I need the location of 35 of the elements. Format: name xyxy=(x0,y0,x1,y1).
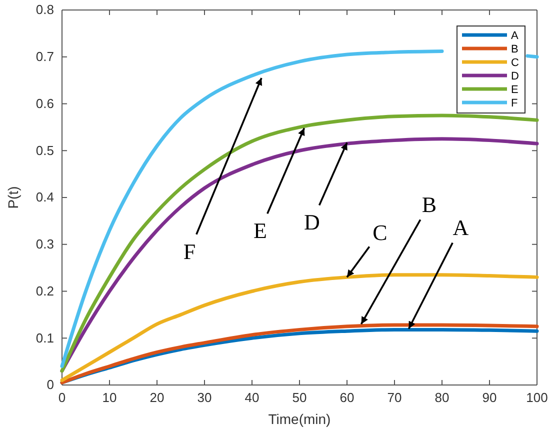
x-tick-label: 30 xyxy=(197,390,212,406)
x-tick-label: 90 xyxy=(482,390,497,406)
legend-label: A xyxy=(511,30,519,42)
x-tick-label: 50 xyxy=(292,390,307,406)
y-tick-label: 0.6 xyxy=(36,96,54,111)
x-tick-label: 70 xyxy=(387,390,402,406)
x-axis-title: Time(min) xyxy=(268,411,331,427)
legend-label: C xyxy=(511,57,519,69)
legend-label: E xyxy=(511,84,518,96)
y-tick-label: 0 xyxy=(46,377,54,392)
x-tick-label: 10 xyxy=(102,390,117,406)
x-tick-label: 0 xyxy=(58,390,66,406)
line-series xyxy=(60,273,539,382)
legend-label: D xyxy=(511,70,519,82)
legend-label: B xyxy=(511,44,518,56)
annotation: B xyxy=(422,192,437,218)
x-tick-label: 60 xyxy=(340,390,354,406)
legend-label: F xyxy=(511,98,518,110)
annotation: F xyxy=(183,238,196,264)
y-axis-title: P(t) xyxy=(5,186,21,209)
x-tick-label: 100 xyxy=(526,390,548,406)
annotation: D xyxy=(304,210,320,235)
annotation: E xyxy=(254,218,267,244)
y-tick-label: 0.2 xyxy=(36,283,54,298)
x-tick-label: 40 xyxy=(244,390,260,406)
annotation: A xyxy=(452,214,469,240)
x-tick-label: 80 xyxy=(434,390,450,406)
annotation: C xyxy=(372,220,388,246)
y-tick-label: 0.5 xyxy=(36,142,54,158)
y-tick-label: 0.8 xyxy=(36,2,54,18)
x-tick-label: 20 xyxy=(150,390,164,406)
y-tick-label: 0.3 xyxy=(36,236,54,252)
y-tick-label: 0.1 xyxy=(36,330,54,346)
y-tick-label: 0.4 xyxy=(36,190,54,205)
y-tick-label: 0.7 xyxy=(36,49,54,64)
